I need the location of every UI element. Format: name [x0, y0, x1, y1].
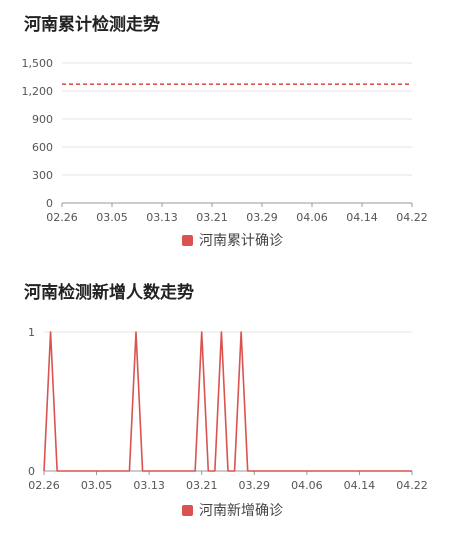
x-tick-label: 03.13: [133, 479, 165, 492]
x-tick-label: 03.21: [196, 211, 228, 224]
x-tick-label: 04.22: [396, 479, 428, 492]
y-tick-label: 0: [28, 465, 35, 478]
x-tick-label: 03.29: [239, 479, 271, 492]
cumulative-chart-title: 河南累计检测走势: [24, 15, 160, 35]
legend-label: 河南累计确诊: [199, 233, 283, 249]
legend-swatch: [182, 234, 193, 246]
y-tick-label: 300: [32, 169, 53, 182]
x-tick-label: 02.26: [46, 211, 78, 224]
x-tick-label: 04.06: [291, 479, 323, 492]
x-tick-label: 03.05: [81, 479, 113, 492]
y-tick-label: 0: [46, 197, 53, 210]
x-tick-label: 04.22: [396, 211, 428, 224]
x-tick-label: 03.29: [246, 211, 278, 224]
cumulative-legend[interactable]: 河南累计确诊: [182, 230, 283, 250]
y-tick-label: 1,500: [22, 57, 54, 70]
daily-new-legend[interactable]: 河南新增确诊: [182, 500, 283, 520]
legend-swatch: [182, 504, 193, 516]
cumulative-chart-panel: 河南累计检测走势 1,500 1,200 900 600 300 0 02.26 03.05 0…: [0, 0, 467, 262]
daily-new-chart-panel: 河南检测新增人数走势 1 0 02.26 03.05 03.13 03.21 03.29 04…: [0, 262, 467, 546]
daily-new-chart-title: 河南检测新增人数走势: [24, 283, 194, 303]
x-tick-label: 03.13: [146, 211, 178, 224]
x-tick-label: 04.14: [346, 211, 378, 224]
y-tick-label: 1,200: [22, 85, 54, 98]
y-tick-label: 900: [32, 113, 53, 126]
series-line[interactable]: [43, 331, 412, 472]
x-tick-label: 04.14: [344, 479, 376, 492]
y-tick-label: 600: [32, 141, 53, 154]
x-tick-label: 03.21: [186, 479, 218, 492]
y-tick-label: 1: [28, 326, 35, 339]
x-tick-label: 04.06: [296, 211, 328, 224]
x-tick-label: 02.26: [28, 479, 60, 492]
daily-new-line-chart: 1 002.26 03.05 03.13 03.21 03.29 04.06 04.14 04.…: [28, 326, 428, 492]
cumulative-line-chart: 1,500 1,200 900 600 300 002.26 03.05 03.13 03.21…: [22, 57, 428, 224]
x-tick-label: 03.05: [96, 211, 128, 224]
legend-label: 河南新增确诊: [199, 503, 283, 519]
